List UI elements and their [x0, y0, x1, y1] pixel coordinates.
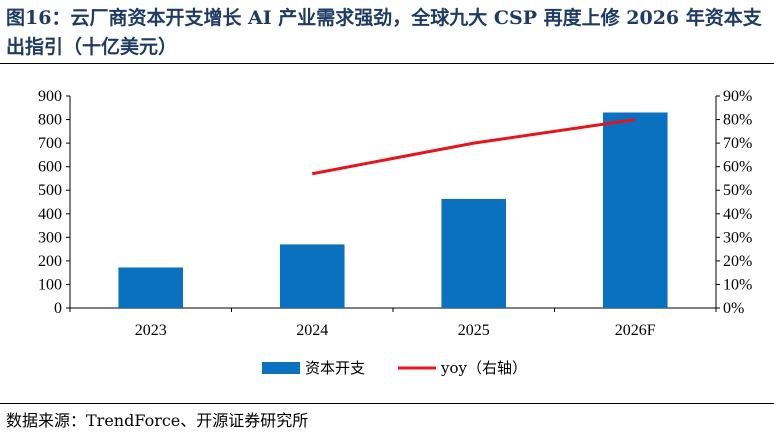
yoy-line — [311, 118, 636, 176]
right-y-tick-label: 50% — [723, 182, 752, 199]
legend-label-bar: 资本开支 — [305, 359, 365, 377]
x-tick-label: 2026F — [615, 322, 656, 339]
left-y-tick-label: 800 — [38, 112, 62, 129]
bar-2025 — [441, 198, 507, 308]
x-tick-label: 2023 — [135, 322, 167, 339]
left-y-tick-label: 300 — [38, 229, 62, 246]
legend-label-line: yoy（右轴） — [440, 359, 527, 377]
bar-2024 — [279, 244, 345, 308]
left-y-tick-label: 700 — [38, 135, 62, 152]
bar-series — [118, 112, 668, 308]
right-y-tick-label: 30% — [723, 229, 752, 246]
left-y-tick-label: 0 — [54, 300, 62, 317]
bar-2023 — [118, 267, 184, 308]
x-tick-label: 2024 — [296, 322, 328, 339]
right-y-tick-label: 60% — [723, 159, 752, 176]
bar-2026F — [602, 112, 668, 308]
left-y-tick-label: 200 — [38, 253, 62, 270]
right-y-tick-label: 40% — [723, 206, 752, 223]
title-divider — [0, 63, 774, 64]
left-y-tick-label: 600 — [38, 159, 62, 176]
right-y-tick-label: 0% — [723, 300, 744, 317]
left-y-tick-label: 500 — [38, 182, 62, 199]
right-y-tick-label: 70% — [723, 135, 752, 152]
right-y-tick-label: 80% — [723, 112, 752, 129]
right-y-tick-label: 20% — [723, 253, 752, 270]
left-y-tick-label: 900 — [38, 88, 62, 105]
chart-title: 图16：云厂商资本开支增长 AI 产业需求强劲，全球九大 CSP 再度上修 20… — [6, 7, 762, 58]
legend-swatch-bar — [262, 362, 300, 374]
right-y-tick-label: 10% — [723, 276, 752, 293]
left-y-tick-label: 100 — [38, 276, 62, 293]
right-y-tick-label: 90% — [723, 88, 752, 105]
x-tick-label: 2025 — [458, 322, 490, 339]
source-note: 数据来源：TrendForce、开源证券研究所 — [6, 411, 309, 430]
chart-legend: 资本开支 yoy（右轴） — [262, 359, 527, 377]
yoy-line-series — [311, 118, 636, 176]
source-divider — [0, 403, 774, 404]
left-y-tick-label: 400 — [38, 206, 62, 223]
chart-axes: 0 100 200 300 400 500 600 700 800 900 0% 10% 20% 30% 4… — [38, 88, 752, 339]
